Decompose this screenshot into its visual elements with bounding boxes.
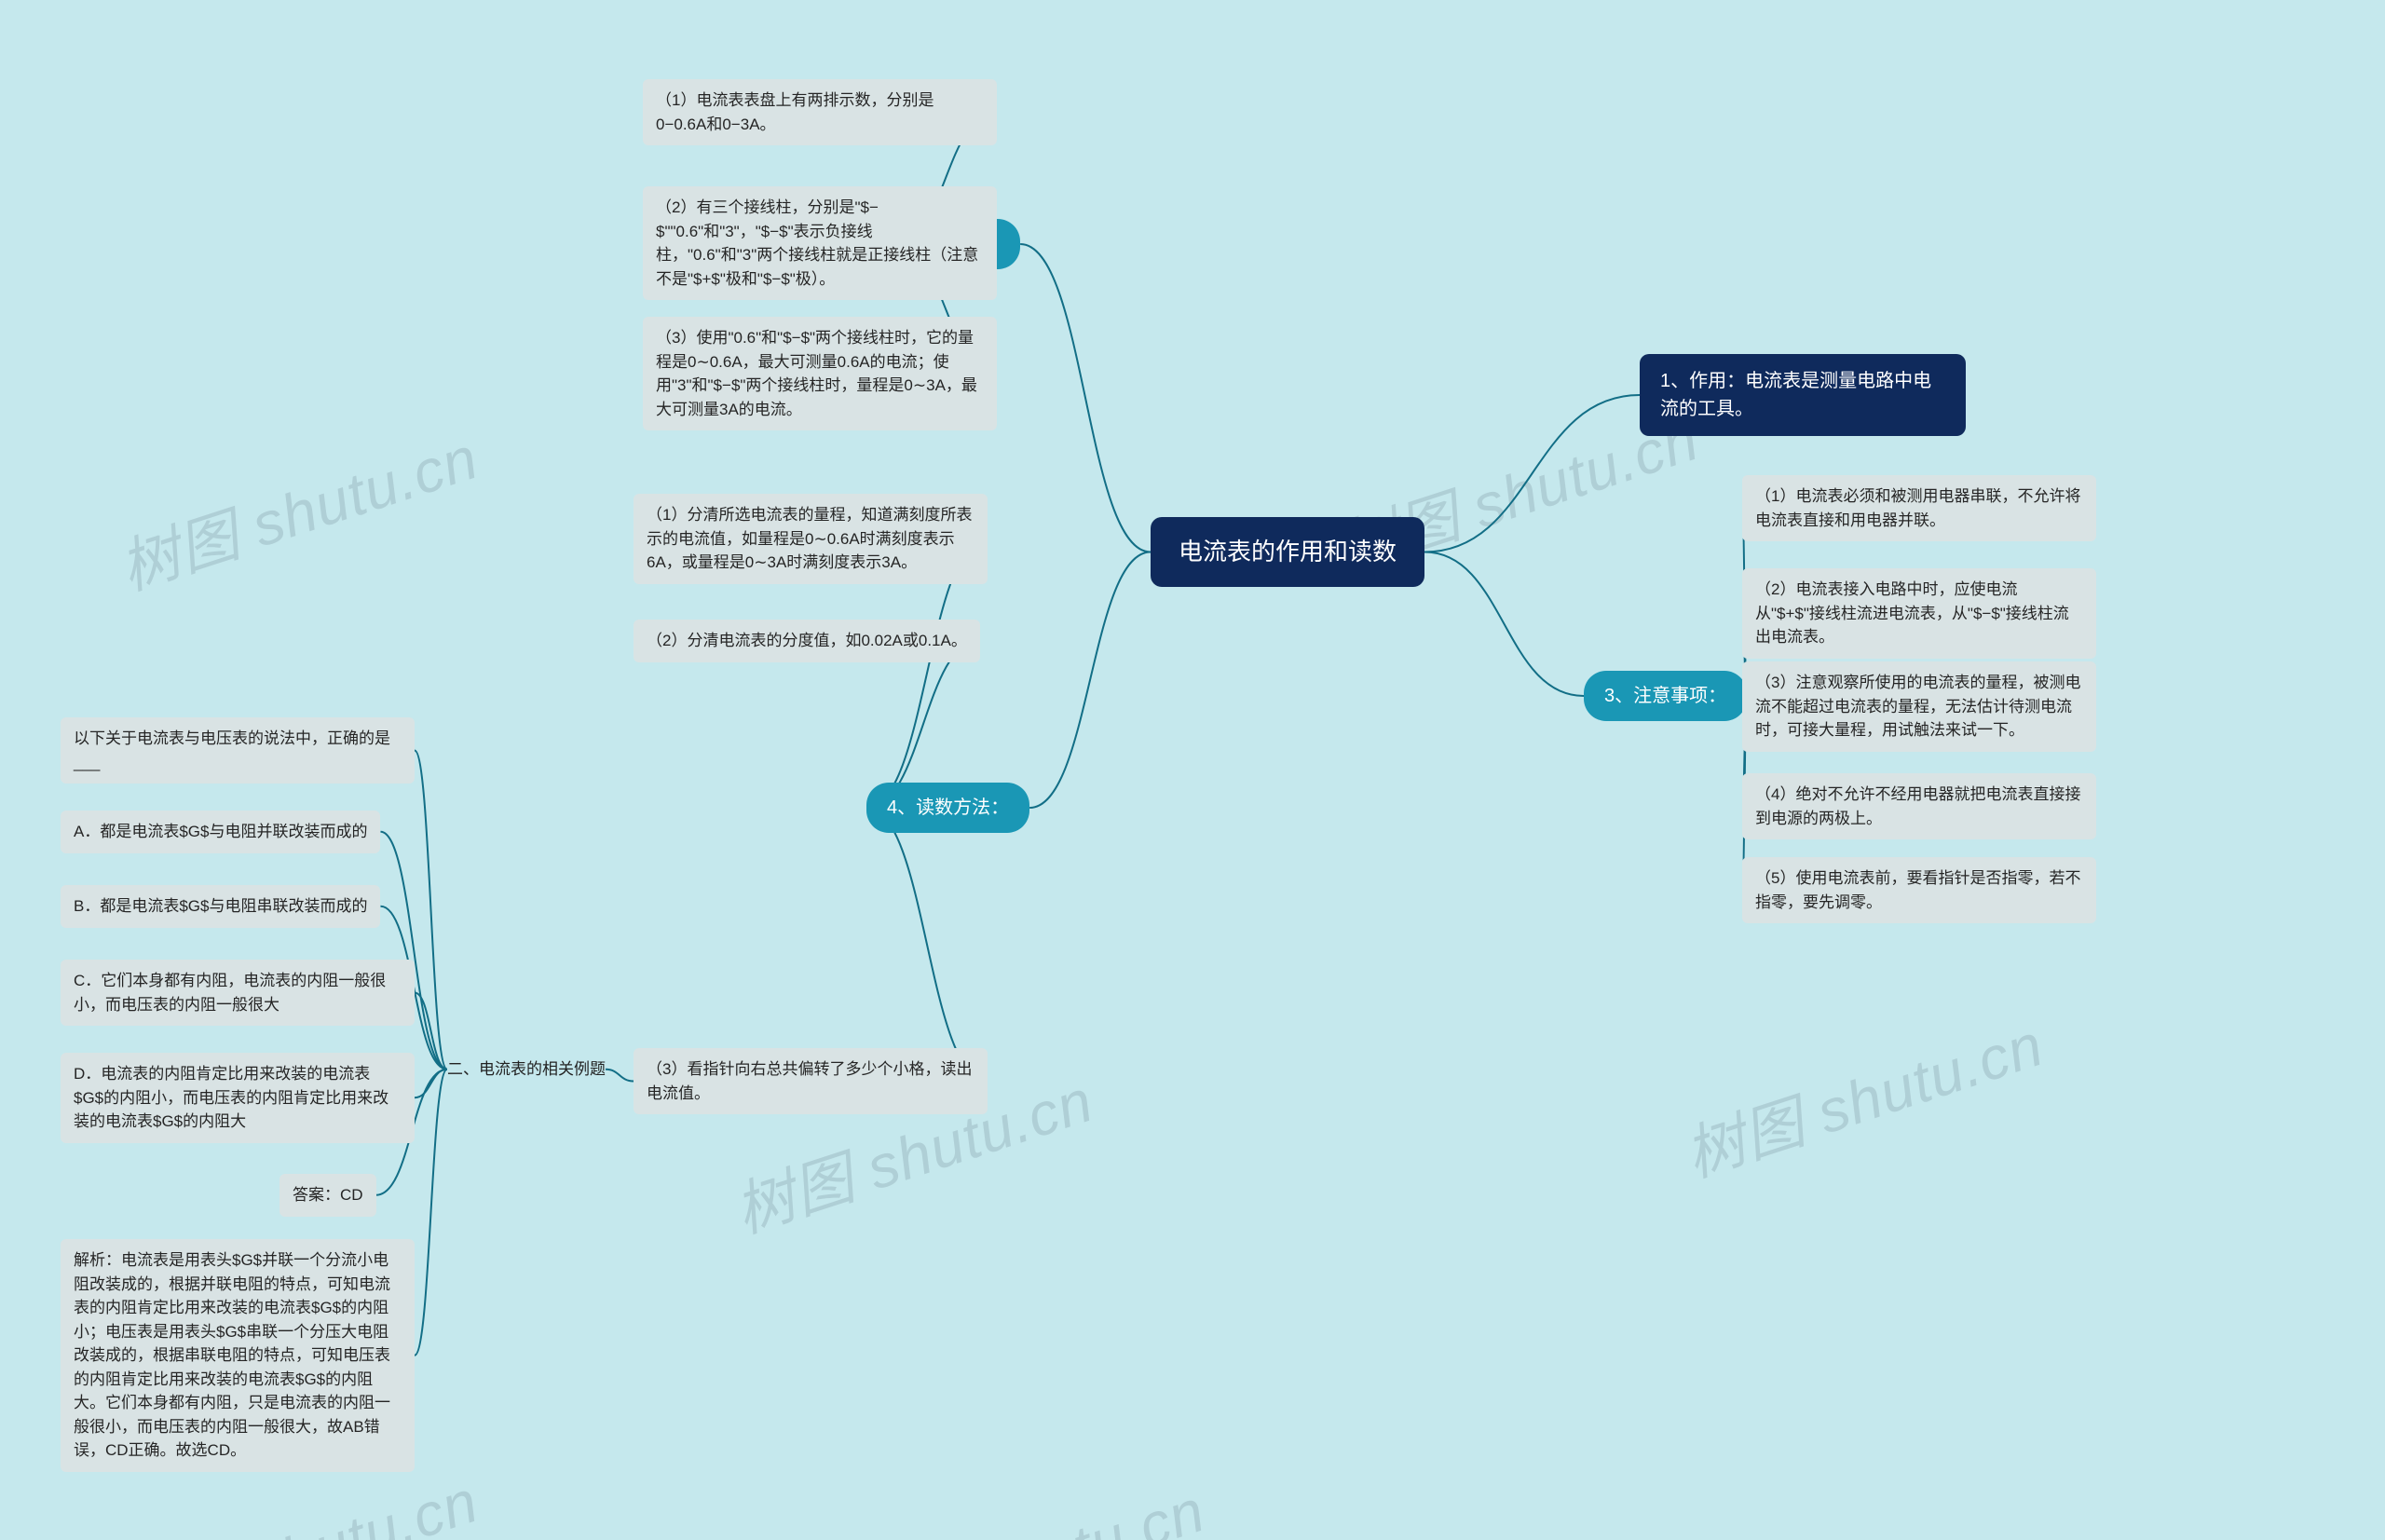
leaf-caution-4[interactable]: （4）绝对不允许不经用电器就把电流表直接接到电源的两极上。 xyxy=(1742,773,2096,839)
leaf-caution-2[interactable]: （2）电流表接入电路中时，应使电流从"$+$"接线柱流进电流表，从"$−$"接线… xyxy=(1742,568,2096,659)
leaf-range-2[interactable]: （2）有三个接线柱，分别是"$−$""0.6"和"3"，"$−$"表示负接线柱，… xyxy=(643,186,997,300)
leaf-caution-5[interactable]: （5）使用电流表前，要看指针是否指零，若不指零，要先调零。 xyxy=(1742,857,2096,923)
leaf-example-option-a[interactable]: A．都是电流表$G$与电阻并联改装而成的 xyxy=(61,811,380,853)
watermark: 树图 shutu.cn xyxy=(835,1464,1215,1540)
leaf-reading-3[interactable]: （3）看指针向右总共偏转了多少个小格，读出电流值。 xyxy=(634,1048,988,1114)
leaf-range-3[interactable]: （3）使用"0.6"和"$−$"两个接线柱时，它的量程是0∼0.6A，最大可测量… xyxy=(643,317,997,430)
leaf-reading-1[interactable]: （1）分清所选电流表的量程，知道满刻度所表示的电流值，如量程是0∼0.6A时满刻… xyxy=(634,494,988,584)
watermark: 树图 shutu.cn xyxy=(1673,998,2053,1194)
branch-reading[interactable]: 4、读数方法： xyxy=(866,783,1029,833)
leaf-caution-1[interactable]: （1）电流表必须和被测用电器串联，不允许将电流表直接和用电器并联。 xyxy=(1742,475,2096,541)
branch-cautions[interactable]: 3、注意事项： xyxy=(1584,671,1747,721)
root-node[interactable]: 电流表的作用和读数 xyxy=(1151,517,1424,587)
leaf-caution-3[interactable]: （3）注意观察所使用的电流表的量程，被测电流不能超过电流表的量程，无法估计待测电… xyxy=(1742,661,2096,752)
leaf-example-option-c[interactable]: C．它们本身都有内阻，电流表的内阻一般很小，而电压表的内阻一般很大 xyxy=(61,960,415,1026)
leaf-example-answer[interactable]: 答案：CD xyxy=(279,1174,376,1217)
leaf-range-1[interactable]: （1）电流表表盘上有两排示数，分别是0−0.6A和0−3A。 xyxy=(643,79,997,145)
leaf-example-question[interactable]: 以下关于电流表与电压表的说法中，正确的是___ xyxy=(61,717,415,784)
watermark: 树图 shutu.cn xyxy=(108,411,488,607)
leaf-example-label[interactable]: 二、电流表的相关例题 xyxy=(447,1057,606,1082)
leaf-reading-2[interactable]: （2）分清电流表的分度值，如0.02A或0.1A。 xyxy=(634,620,980,662)
leaf-example-option-d[interactable]: D．电流表的内阻肯定比用来改装的电流表$G$的内阻小，而电压表的内阻肯定比用来改… xyxy=(61,1053,415,1143)
leaf-example-option-b[interactable]: B．都是电流表$G$与电阻串联改装而成的 xyxy=(61,885,380,928)
branch-use[interactable]: 1、作用：电流表是测量电路中电流的工具。 xyxy=(1640,354,1966,436)
leaf-example-analysis[interactable]: 解析：电流表是用表头$G$并联一个分流小电阻改装成的，根据并联电阻的特点，可知电… xyxy=(61,1239,415,1472)
